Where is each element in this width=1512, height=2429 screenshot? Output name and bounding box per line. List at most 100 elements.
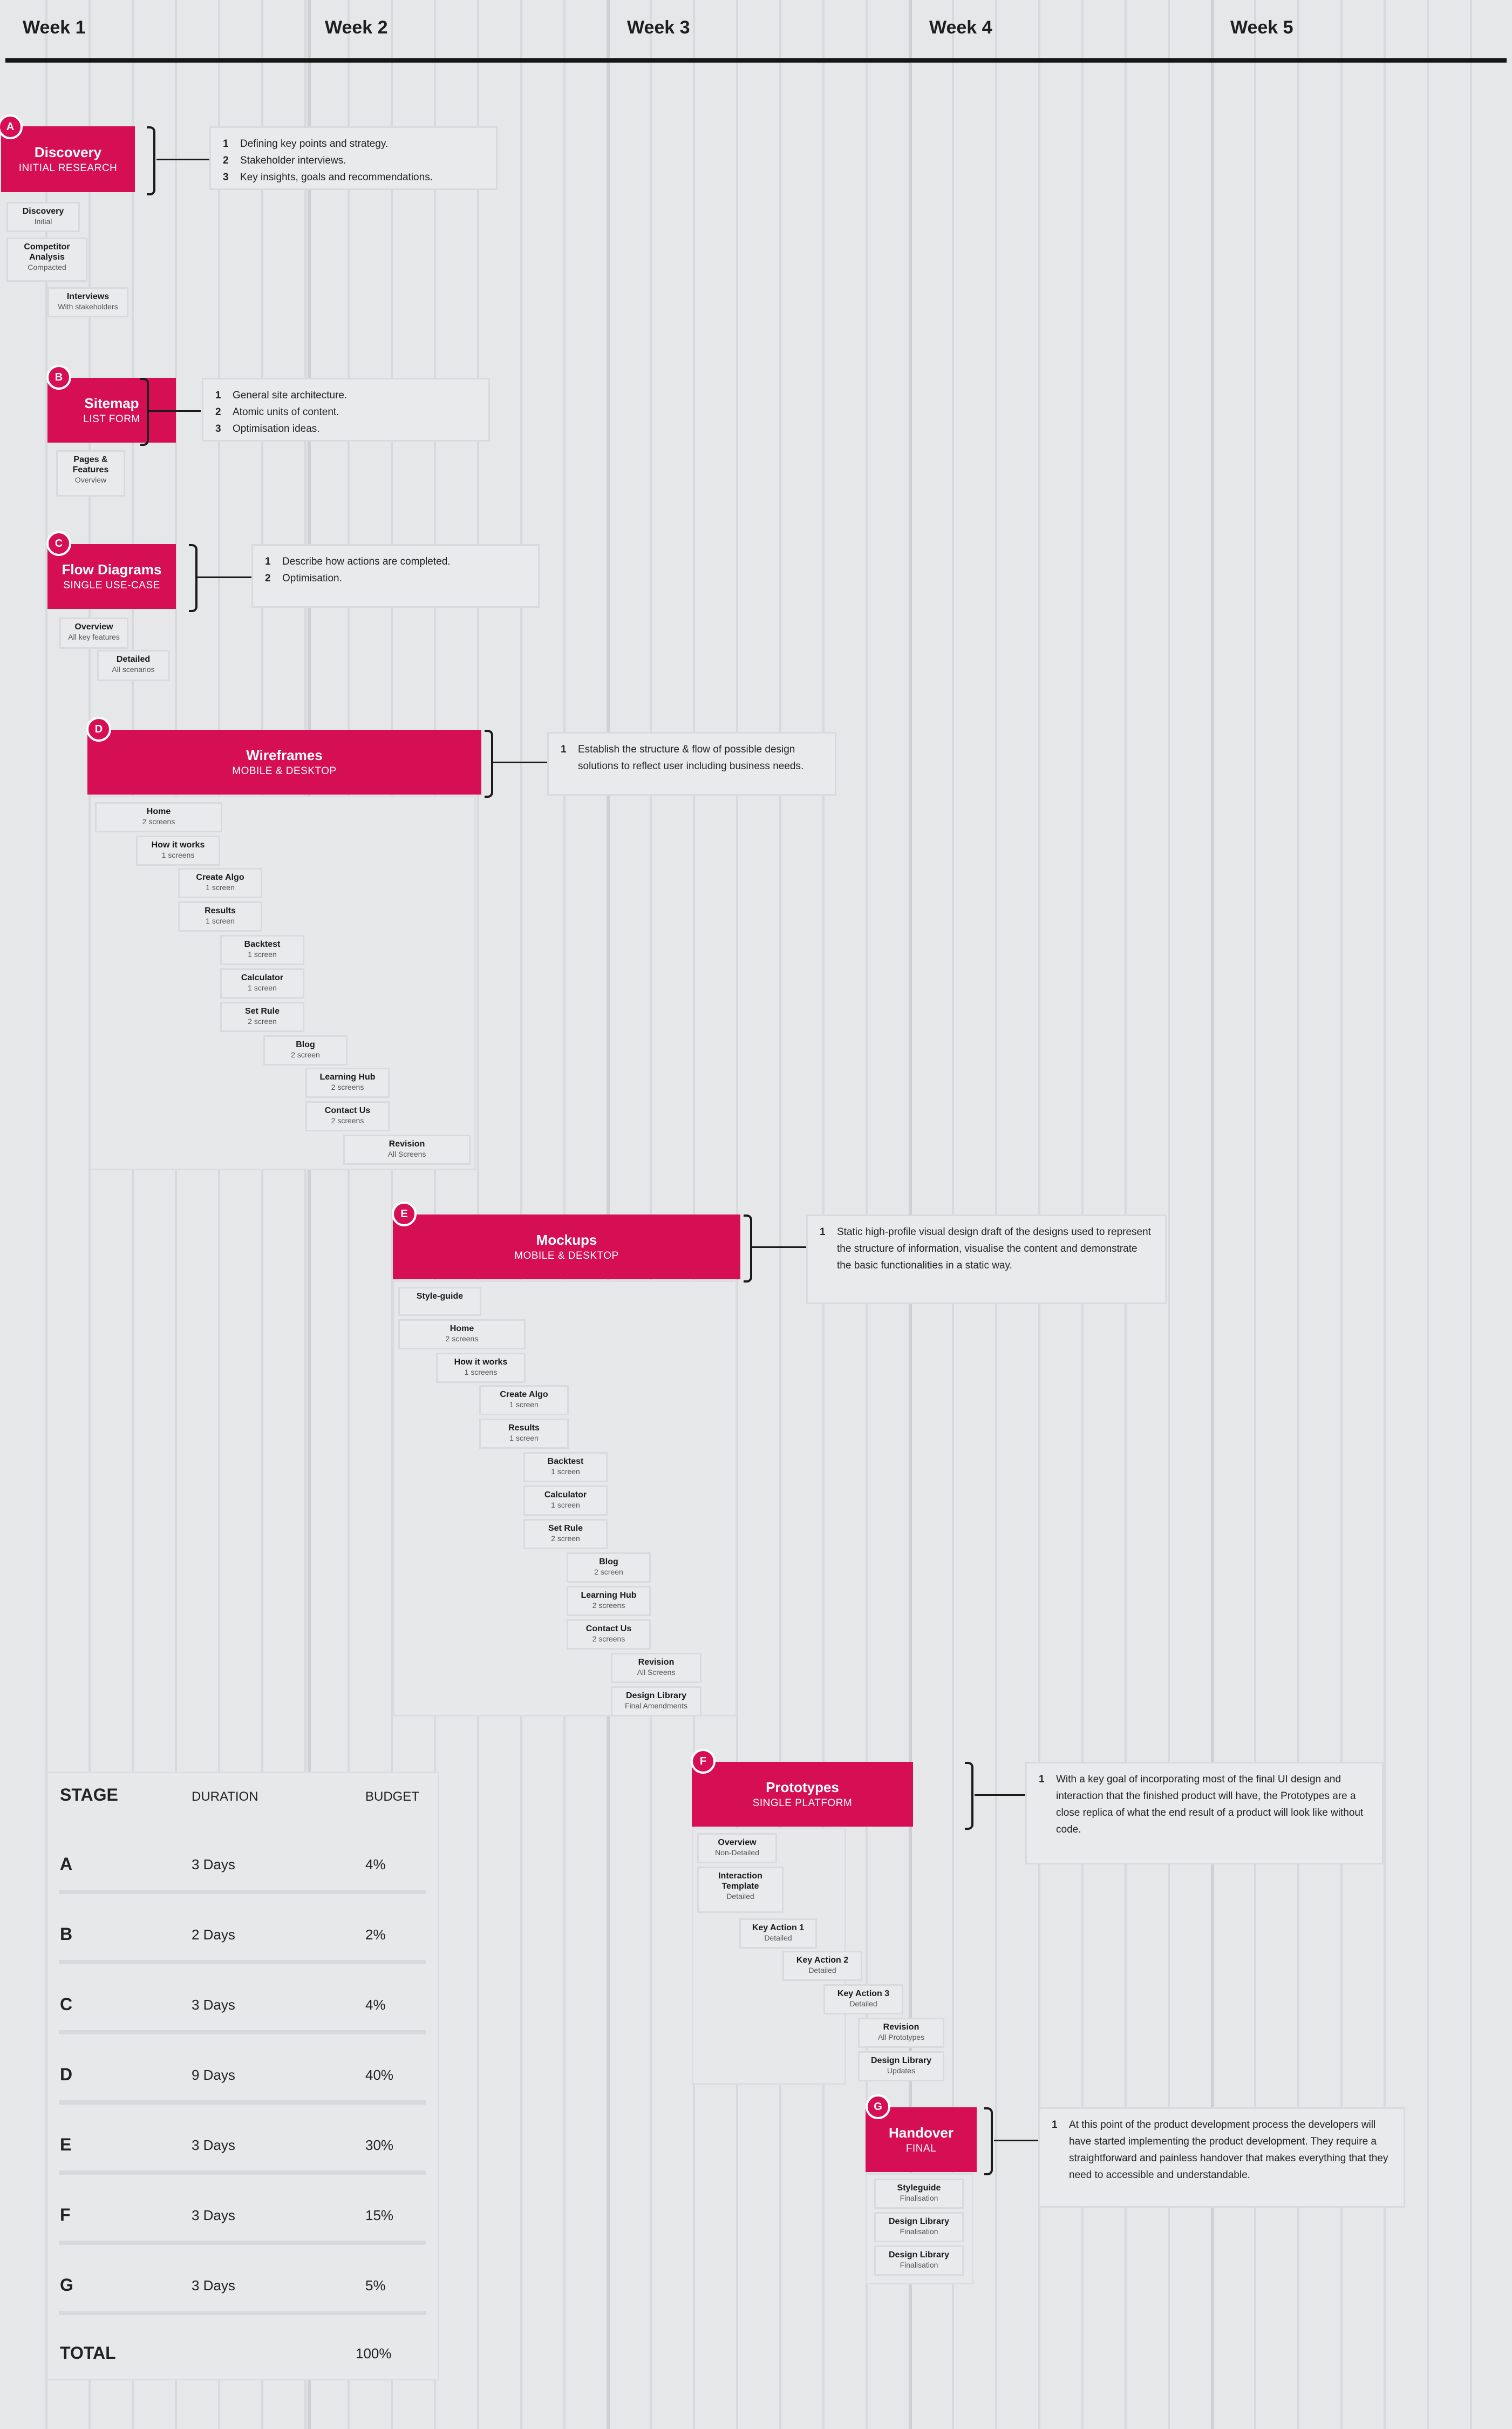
deliverable-detail: Updates [887,2066,916,2075]
deliverable-item[interactable]: Key Action 3 Detailed [823,1984,903,2014]
deliverable-item[interactable]: Overview Non-Detailed [697,1833,777,1863]
deliverable-item[interactable]: Style-guide [398,1287,481,1316]
note-number: 1 [265,556,271,567]
row-stage: A [60,1854,73,1874]
deliverable-title: Overview [74,622,113,632]
deliverable-item[interactable]: How it works 1 screens [136,836,220,866]
deliverable-title: Discovery [22,207,64,216]
grid-line [175,0,177,2429]
deliverable-item[interactable]: Set Rule 2 screen [220,1002,304,1032]
deliverable-item[interactable]: Learning Hub 2 screens [305,1068,390,1098]
stage-c-box[interactable]: Flow Diagrams SINGLE USE-CASE [47,544,176,609]
stage-d-badge: D [86,717,111,742]
deliverable-item[interactable]: Contact Us 2 screens [305,1101,390,1131]
row-duration: 3 Days [192,1856,235,1872]
deliverable-title: Interaction Template [718,1871,762,1891]
deliverable-item[interactable]: Key Action 1 Detailed [739,1918,817,1949]
grid-line [348,0,350,2429]
deliverable-title: Key Action 1 [752,1923,805,1932]
total-budget: 100% [356,2345,392,2362]
deliverable-item[interactable]: Revision All Screens [343,1135,471,1165]
deliverable-detail: All Prototypes [877,2033,925,2041]
note-text: Optimisation. [282,573,342,584]
stage-c-notes: 1 Describe how actions are completed. 2 Opt… [251,544,540,608]
deliverable-item[interactable]: Pages & Features Overview [56,450,125,497]
stage-d-box[interactable]: Wireframes MOBILE & DESKTOP [87,730,481,795]
deliverable-title: Backtest [244,940,281,949]
header-stage: STAGE [60,1785,118,1804]
deliverable-item[interactable]: Blog 2 screen [567,1552,651,1583]
deliverable-item[interactable]: Detailed All scenarios [97,650,169,681]
row-duration: 3 Days [192,2207,235,2223]
grid-line [1168,0,1170,2429]
deliverable-item[interactable]: Overview All key features [59,618,128,649]
deliverable-item[interactable]: Competitor Analysis Compacted [6,238,87,282]
row-separator [59,1960,426,1964]
stage-f-notes: 1 With a key goal of incorporating most o… [1025,1762,1384,1864]
week-label: Week 4 [929,17,992,38]
note-text: Key insights, goals and recommendations. [240,172,433,183]
deliverable-detail: 1 screens [161,851,195,859]
deliverable-item[interactable]: Revision All Prototypes [858,2018,944,2048]
row-separator [59,2030,426,2034]
deliverable-item[interactable]: How it works 1 screens [436,1353,526,1383]
deliverable-detail: Non-Detailed [715,1848,759,1857]
deliverable-item[interactable]: Design Library Updates [858,2051,944,2081]
deliverable-item[interactable]: Set Rule 2 screen [523,1519,608,1549]
stage-title: Discovery [34,144,102,160]
bracket [189,544,197,612]
deliverable-item[interactable]: Contact Us 2 screens [567,1619,651,1650]
deliverable-item[interactable]: Learning Hub 2 screens [567,1586,651,1616]
stage-g-box[interactable]: Handover FINAL [866,2107,977,2172]
stage-a-box[interactable]: Discovery INITIAL RESEARCH [1,126,135,192]
deliverable-item[interactable]: Design Library Final Amendments [611,1686,701,1716]
deliverable-title: Blog [296,1040,315,1049]
deliverable-item[interactable]: Blog 2 screen [263,1035,348,1066]
deliverable-item[interactable]: Home 2 screens [398,1319,526,1349]
deliverable-title: Revision [638,1658,675,1667]
note-number: 1 [215,390,221,401]
note-number: 2 [223,155,229,166]
deliverable-detail: 2 screen [248,1017,277,1026]
deliverable-item[interactable]: Discovery Initial [6,202,80,232]
deliverable-title: Set Rule [548,1524,583,1533]
note-row: 2 Stakeholder interviews. [223,152,484,169]
deliverable-item[interactable]: Results 1 screen [178,901,262,932]
deliverable-item[interactable]: Design Library Finalisation [874,2245,964,2276]
note-row: 1 Static high-profile visual design draft… [820,1224,1153,1274]
deliverable-detail: 2 screens [331,1083,364,1091]
deliverable-item[interactable]: Calculator 1 screen [220,968,304,999]
deliverable-title: Create Algo [500,1390,548,1399]
deliverable-item[interactable]: Interviews With stakeholders [47,287,128,317]
deliverable-detail: 1 screen [551,1501,580,1509]
deliverable-item[interactable]: Create Algo 1 screen [479,1385,569,1415]
deliverable-item[interactable]: Design Library Finalisation [874,2212,964,2242]
note-row: 1 Describe how actions are completed. [265,553,526,570]
deliverable-item[interactable]: Backtest 1 screen [220,935,304,965]
note-number: 2 [215,406,221,418]
stage-f-box[interactable]: Prototypes SINGLE PLATFORM [692,1762,913,1827]
deliverable-item[interactable]: Revision All Screens [611,1653,701,1683]
row-budget: 30% [365,2137,394,2153]
deliverable-item[interactable]: Home 2 screens [95,802,222,832]
header-budget: BUDGET [365,1789,420,1804]
note-row: 1 Establish the structure & flow of possi… [561,741,823,775]
deliverable-title: Blog [599,1557,618,1566]
note-text: Defining key points and strategy. [240,138,389,150]
row-budget: 4% [365,1997,386,2013]
deliverable-item[interactable]: Interaction Template Detailed [697,1867,784,1913]
deliverable-item[interactable]: Calculator 1 screen [523,1485,608,1516]
note-row: 2 Optimisation. [265,570,526,587]
bracket [965,1762,973,1830]
row-separator [59,2311,426,2315]
stage-e-notes: 1 Static high-profile visual design draft… [806,1214,1167,1304]
deliverable-item[interactable]: Results 1 screen [479,1419,569,1449]
deliverable-item[interactable]: Styleguide Finalisation [874,2179,964,2209]
deliverable-item[interactable]: Key Action 2 Detailed [782,1951,862,1981]
deliverable-item[interactable]: Create Algo 1 screen [178,868,262,898]
stage-e-box[interactable]: Mockups MOBILE & DESKTOP [393,1214,740,1279]
stage-title: Flow Diagrams [62,561,162,578]
deliverable-item[interactable]: Backtest 1 screen [523,1452,608,1482]
grid-line [1384,0,1386,2429]
note-text: Stakeholder interviews. [240,155,346,166]
